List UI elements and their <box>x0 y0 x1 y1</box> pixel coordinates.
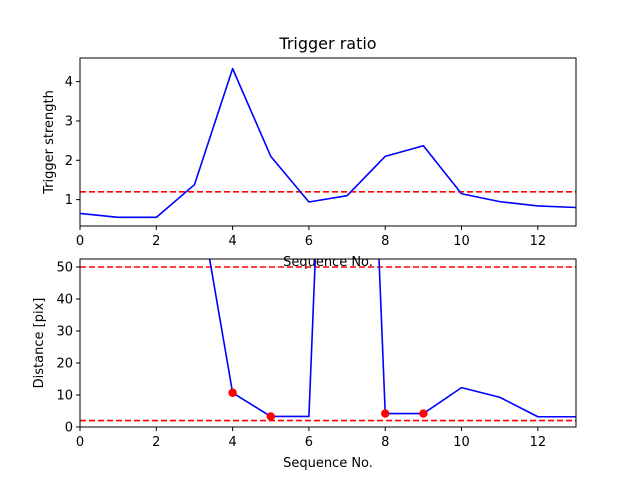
trigger-axes-frame <box>79 57 577 227</box>
trigger-x-tick-label: 6 <box>305 234 313 249</box>
trigger-x-tick-label: 8 <box>381 234 389 249</box>
distance-x-tick-label: 12 <box>530 435 547 450</box>
trigger-x-tick-label: 4 <box>228 234 236 249</box>
distance-y-tick-label: 0 <box>65 421 73 436</box>
distance-y-tick-label: 30 <box>56 325 73 340</box>
distance-data-point <box>381 409 390 418</box>
trigger-y-tick-label: 4 <box>65 75 73 90</box>
trigger-y-tick-label: 2 <box>65 154 73 169</box>
distance-x-tick-label: 8 <box>381 435 389 450</box>
distance-x-tick-label: 10 <box>453 435 470 450</box>
trigger-x-tick-label: 0 <box>76 234 84 249</box>
distance-y-tick-label: 50 <box>56 261 73 276</box>
distance-ticks: 0 2 4 6 8 10 12 0 10 20 30 40 50 <box>56 261 546 451</box>
trigger-y-axis-label: Trigger strength <box>42 90 57 195</box>
distance-axes-frame <box>79 258 577 428</box>
distance-x-tick-label: 2 <box>152 435 160 450</box>
distance-y-tick-label: 20 <box>56 357 73 372</box>
distance-panel: 0 2 4 6 8 10 12 0 10 20 30 40 50 Sequence No. Distan… <box>32 258 577 471</box>
distance-data-point <box>419 409 428 418</box>
distance-y-tick-label: 40 <box>56 293 73 308</box>
distance-data-point <box>228 388 237 397</box>
trigger-x-tick-label: 10 <box>453 234 470 249</box>
distance-y-tick-label: 10 <box>56 389 73 404</box>
distance-x-tick-label: 6 <box>305 435 313 450</box>
distance-y-axis-label: Distance [pix] <box>32 298 47 389</box>
distance-data-point <box>266 412 275 421</box>
distance-x-tick-label: 0 <box>76 435 84 450</box>
trigger-series-line <box>80 67 576 219</box>
trigger-y-tick-label: 3 <box>65 114 73 129</box>
chart-title: Trigger ratio <box>278 34 376 53</box>
trigger-x-tick-label: 12 <box>530 234 547 249</box>
trigger-x-tick-label: 2 <box>152 234 160 249</box>
trigger-plot-area <box>80 67 576 219</box>
distance-plot-area <box>80 259 576 422</box>
distance-x-axis-label: Sequence No. <box>283 456 373 471</box>
trigger-y-tick-label: 1 <box>65 193 73 208</box>
distance-x-tick-label: 4 <box>228 435 236 450</box>
